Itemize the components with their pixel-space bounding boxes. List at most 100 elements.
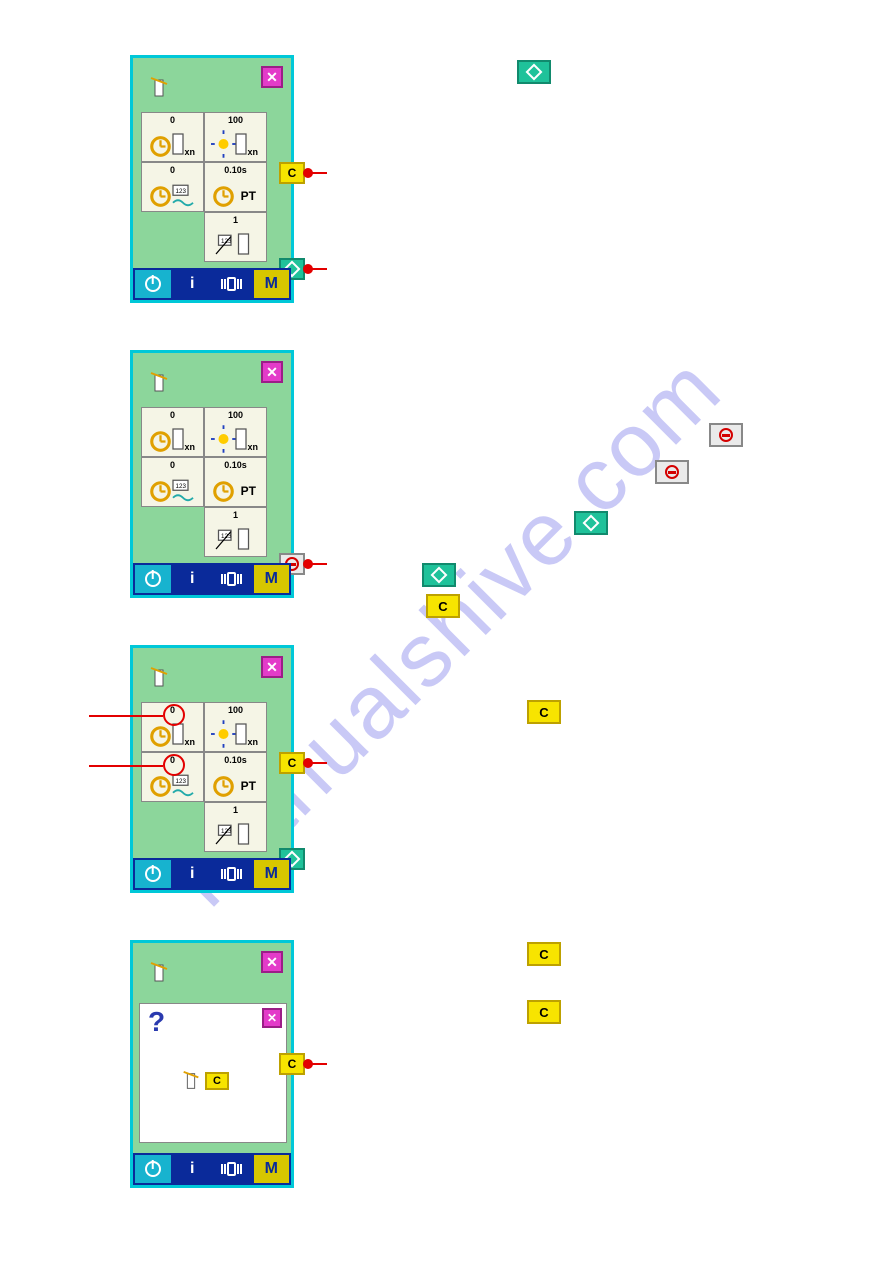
svg-text:123: 123 — [175, 483, 186, 490]
param-cell[interactable]: 1123 — [204, 802, 267, 852]
param-cell[interactable]: 1123 — [204, 507, 267, 557]
question-icon: ? — [148, 1006, 165, 1038]
xn-label: xn — [184, 737, 195, 747]
callout-line — [311, 1063, 327, 1065]
c-button[interactable]: C — [527, 700, 561, 724]
mode-button[interactable]: M — [254, 860, 290, 888]
needle-icon — [147, 666, 173, 692]
param-value: 0 — [170, 410, 175, 420]
mode-button[interactable]: M — [254, 1155, 290, 1183]
param-value: 0 — [170, 165, 175, 175]
param-cell — [141, 507, 204, 557]
param-cell — [141, 802, 204, 852]
close-button[interactable]: ✕ — [261, 361, 283, 383]
close-button[interactable]: ✕ — [261, 656, 283, 678]
param-cell[interactable]: 1123 — [204, 212, 267, 262]
callout-line — [311, 172, 327, 174]
param-value: 1 — [233, 215, 238, 225]
mode-button[interactable]: M — [254, 565, 290, 593]
param-cell[interactable]: 0.10s PT — [204, 457, 267, 507]
param-value: 0.10s — [224, 755, 247, 765]
info-button[interactable]: i — [175, 860, 211, 888]
xn-label: xn — [184, 147, 195, 157]
param-grid: 0xn100xn01230.10sPT1123 — [141, 407, 271, 557]
needle-icon — [147, 76, 173, 102]
start-button[interactable] — [574, 511, 608, 535]
param-cell[interactable]: 0 123 — [141, 457, 204, 507]
c-button[interactable]: C — [527, 1000, 561, 1024]
param-cell[interactable]: 0.10sPT — [204, 752, 267, 802]
close-icon: ✕ — [266, 365, 278, 379]
power-button[interactable] — [135, 860, 171, 888]
param-value: 100 — [228, 115, 243, 125]
svg-text:123: 123 — [175, 778, 186, 785]
device-panel: ✕0xn100xn01230.10sPT1123iM — [130, 350, 294, 598]
param-value: 100 — [228, 705, 243, 715]
xn-label: xn — [247, 147, 258, 157]
stop-button[interactable] — [709, 423, 743, 447]
start-button[interactable] — [422, 563, 456, 587]
close-icon: ✕ — [266, 660, 278, 674]
c-button[interactable]: C — [279, 162, 305, 184]
confirm-content: C — [180, 1070, 229, 1092]
vibrate-button[interactable] — [214, 860, 250, 888]
param-cell[interactable]: 100 xn — [204, 112, 267, 162]
info-button[interactable]: i — [175, 270, 211, 298]
param-cell — [141, 212, 204, 262]
c-button[interactable]: C — [279, 752, 305, 774]
xn-label: xn — [247, 737, 258, 747]
param-value: 0.10s — [224, 165, 247, 175]
param-value: 0 — [170, 115, 175, 125]
device-panel: ✕?✕CCiM — [130, 940, 294, 1188]
param-cell[interactable]: 0 123 — [141, 162, 204, 212]
pt-label: PT — [241, 189, 256, 203]
power-button[interactable] — [135, 565, 171, 593]
param-cell[interactable]: 0.10s PT — [204, 162, 267, 212]
param-value: 0 — [170, 460, 175, 470]
xn-label: xn — [184, 442, 195, 452]
confirm-panel: ? ✕ C — [139, 1003, 287, 1143]
callout-line — [89, 715, 163, 717]
power-button[interactable] — [135, 270, 171, 298]
param-grid: 0xn100xn01230.10sPT1123 — [141, 702, 271, 852]
power-button[interactable] — [135, 1155, 171, 1183]
device-panel: ✕0xn100xn01230.10sPT1123CiM — [130, 55, 294, 303]
param-cell[interactable]: 0 xn — [141, 112, 204, 162]
callout-line — [311, 762, 327, 764]
confirm-close-button[interactable]: ✕ — [262, 1008, 282, 1028]
close-button[interactable]: ✕ — [261, 66, 283, 88]
needle-icon — [147, 961, 173, 987]
close-button[interactable]: ✕ — [261, 951, 283, 973]
mini-c-button[interactable]: C — [205, 1072, 229, 1090]
callout-line — [311, 563, 327, 565]
param-value: 0.10s — [224, 460, 247, 470]
xn-label: xn — [247, 442, 258, 452]
pt-label: PT — [241, 484, 256, 498]
stop-button[interactable] — [655, 460, 689, 484]
vibrate-button[interactable] — [214, 565, 250, 593]
vibrate-button[interactable] — [214, 1155, 250, 1183]
c-button[interactable]: C — [279, 1053, 305, 1075]
mode-button[interactable]: M — [254, 270, 290, 298]
needle-icon — [147, 371, 173, 397]
param-cell[interactable]: 0 xn — [141, 407, 204, 457]
info-button[interactable]: i — [175, 1155, 211, 1183]
param-value: 1 — [233, 805, 238, 815]
vibrate-button[interactable] — [214, 270, 250, 298]
bottom-bar: iM — [133, 563, 291, 595]
highlight-circle — [163, 704, 185, 726]
close-icon: ✕ — [266, 70, 278, 84]
svg-text:123: 123 — [175, 188, 186, 195]
info-button[interactable]: i — [175, 565, 211, 593]
device-panel: ✕0xn100xn01230.10sPT1123CiM — [130, 645, 294, 893]
start-button[interactable] — [517, 60, 551, 84]
c-button[interactable]: C — [527, 942, 561, 966]
param-cell[interactable]: 100xn — [204, 407, 267, 457]
needle-icon — [180, 1070, 202, 1092]
bottom-bar: iM — [133, 1153, 291, 1185]
callout-line — [311, 268, 327, 270]
param-grid: 0 xn 100 xn 0 123 0.10s PT 1123 — [141, 112, 271, 262]
param-value: 1 — [233, 510, 238, 520]
c-button[interactable]: C — [426, 594, 460, 618]
param-cell[interactable]: 100 xn — [204, 702, 267, 752]
